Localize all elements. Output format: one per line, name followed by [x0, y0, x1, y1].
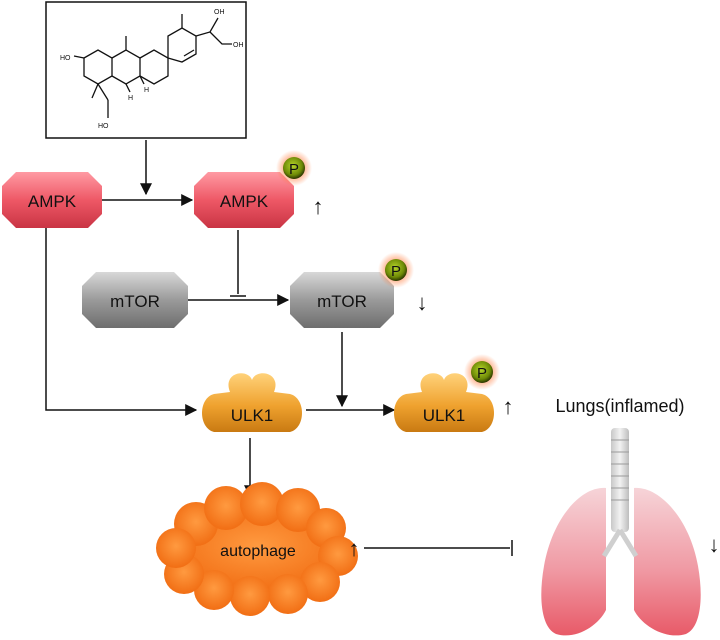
compound-box	[45, 1, 247, 139]
node-ampk-phospho: AMPK P ↑	[194, 150, 324, 228]
connectors	[45, 140, 513, 556]
node-ulk1-phospho: ULK1 P ↑	[394, 354, 514, 432]
node-ulk1-phospho-label: ULK1	[423, 406, 466, 425]
phospho-badge-mtor	[385, 259, 407, 281]
phospho-badge-ulk1-label: P	[477, 365, 487, 382]
compound-ho-bottom: HO	[98, 123, 109, 130]
lung-left	[541, 487, 606, 636]
phospho-badge-ampk-label: P	[289, 161, 299, 178]
node-autophage: autophage ↑	[156, 482, 360, 616]
arrow-ampk-to-ulk1	[45, 228, 198, 416]
indicator-ampk-up: ↑	[313, 194, 324, 219]
lungs-title: Lungs(inflamed)	[555, 396, 684, 416]
lungs-illustration: Lungs(inflamed) ↓	[541, 396, 720, 636]
compound-oh-right: OH	[233, 42, 244, 49]
indicator-ulk1-up: ↑	[503, 394, 514, 419]
lungs-trachea	[611, 428, 629, 532]
lung-right	[634, 487, 701, 636]
node-mtor: mTOR	[82, 272, 188, 328]
node-mtor-phospho-label: mTOR	[317, 292, 367, 311]
phospho-badge-ulk1	[471, 361, 493, 383]
node-ampk: AMPK	[2, 172, 102, 228]
indicator-mtor-down: ↓	[417, 290, 428, 315]
compound-h-2: H	[144, 87, 149, 94]
node-ulk1: ULK1	[202, 373, 302, 432]
compound-oh-left: HO	[60, 55, 71, 62]
node-mtor-phospho: mTOR P ↓	[290, 252, 428, 328]
indicator-lungs-down: ↓	[709, 532, 720, 557]
indicator-autophage-up: ↑	[349, 536, 360, 561]
phospho-badge-mtor-label: P	[391, 263, 401, 280]
compound-h-1: H	[128, 95, 133, 102]
node-ampk-label: AMPK	[28, 192, 77, 211]
compound-skeleton	[73, 14, 232, 118]
phospho-badge-ampk	[283, 157, 305, 179]
node-mtor-label: mTOR	[110, 292, 160, 311]
node-autophage-label: autophage	[220, 543, 296, 560]
node-ulk1-label: ULK1	[231, 406, 274, 425]
compound-structure: HO OH OH HO H H	[45, 1, 247, 139]
compound-oh-top: OH	[214, 9, 225, 16]
node-ampk-phospho-label: AMPK	[220, 192, 269, 211]
